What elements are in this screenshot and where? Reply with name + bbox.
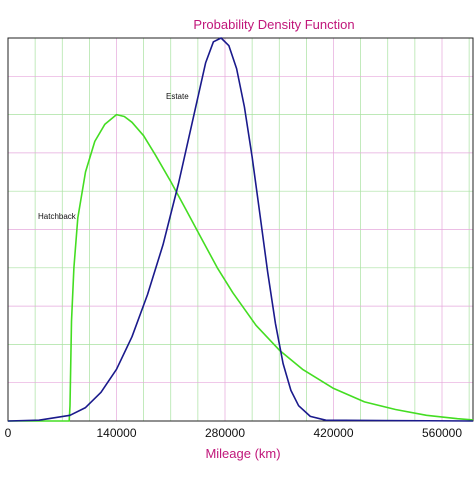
x-tick-labels: 0 140000 280000 420000 560000 (5, 426, 463, 440)
x-tick-label: 420000 (313, 426, 353, 440)
series-layer (7, 37, 474, 422)
plot-frame (7, 37, 474, 422)
x-axis-label: Mileage (km) (205, 446, 280, 461)
grid (8, 38, 473, 421)
x-tick-label: 0 (5, 426, 12, 440)
x-tick-label: 280000 (205, 426, 245, 440)
x-tick-label: 560000 (422, 426, 462, 440)
chart-title: Probability Density Function (193, 17, 354, 32)
series-label-hatchback: Hatchback (38, 212, 77, 221)
x-tick-label: 140000 (96, 426, 136, 440)
series-line-estate (7, 37, 474, 422)
series-line-hatchback (8, 113, 474, 422)
series-label-estate: Estate (166, 92, 189, 101)
